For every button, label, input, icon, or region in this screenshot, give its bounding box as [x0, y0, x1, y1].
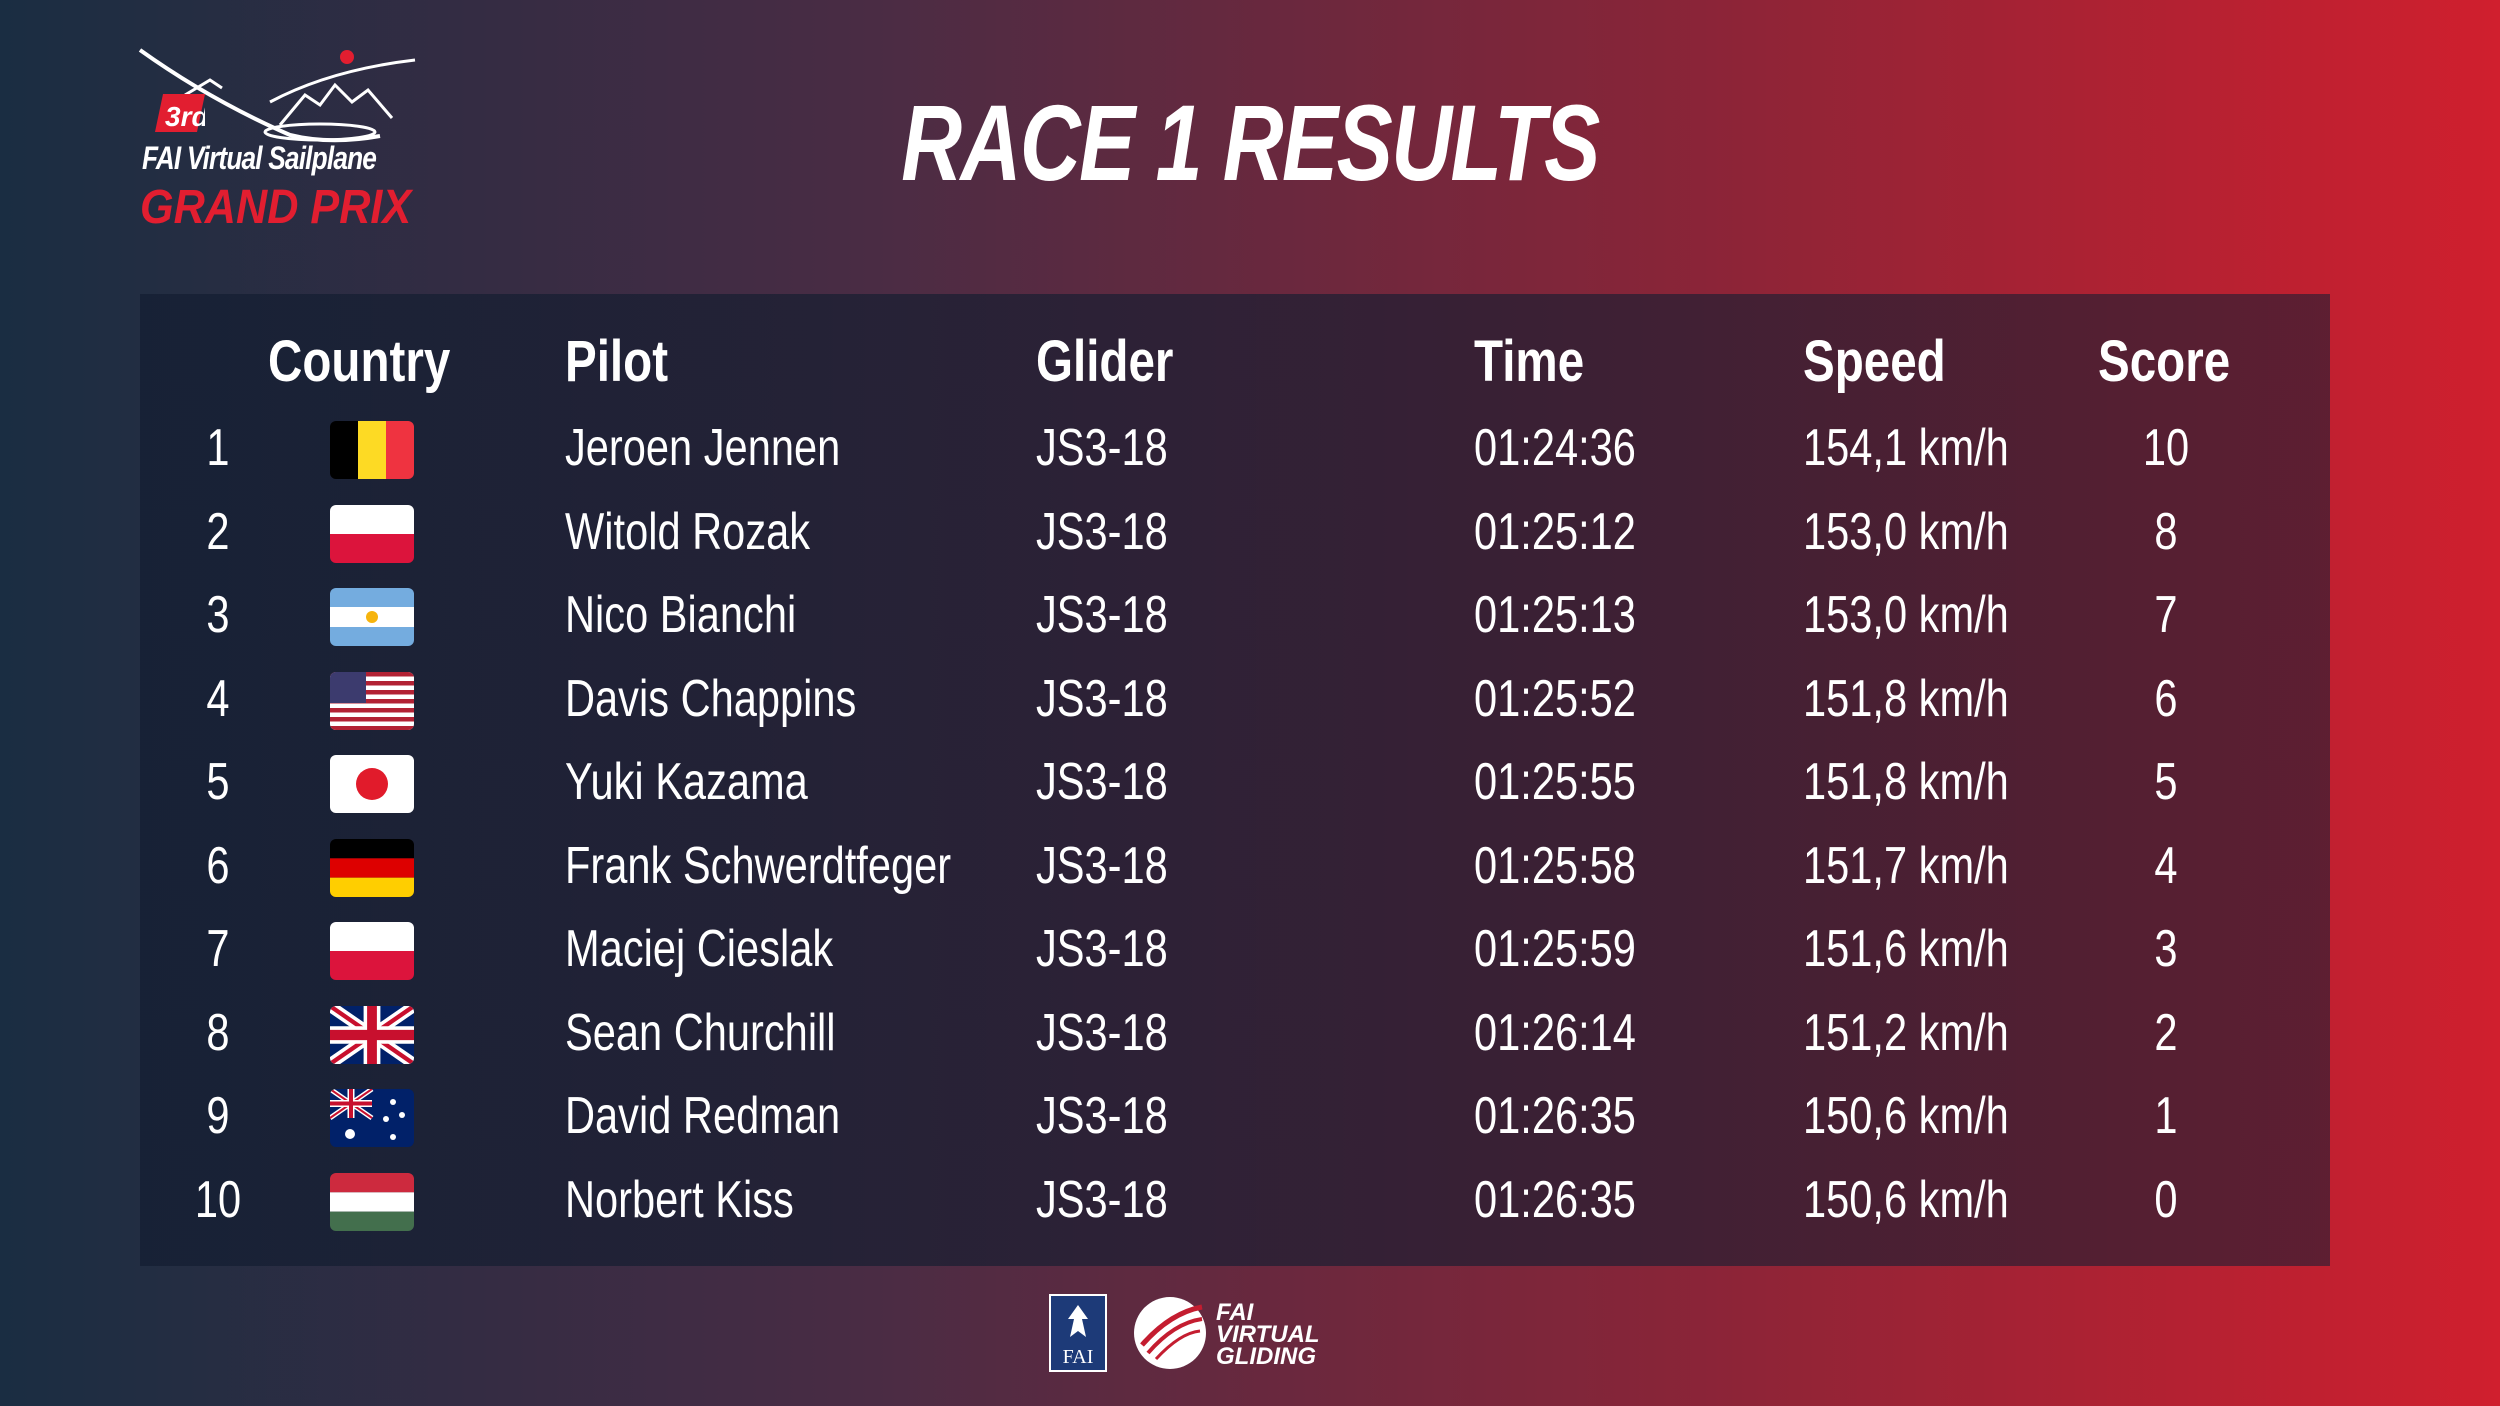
pilot-cell: Davis Chappins [565, 669, 857, 728]
pilot-cell: Frank Schwerdtfeger [565, 836, 952, 895]
glider-cell: JS3-18 [1036, 669, 1168, 728]
time-cell: 01:24:36 [1474, 419, 1636, 477]
japan-flag-icon [330, 755, 414, 813]
column-header-pilot: Pilot [565, 329, 669, 394]
fai-logo-icon: FAI [1049, 1294, 1107, 1372]
grand-prix-logo: 3rd FAI Virtual Sailplane GRAND PRIX [130, 40, 430, 240]
speed-cell: 151,6 km/h [1803, 920, 2009, 978]
column-header-time: Time [1474, 329, 1585, 394]
time-cell: 01:25:12 [1474, 502, 1636, 561]
table-row: 7 Maciej Cieslak JS3-18 01:25:59 151,6 km/h 3 [140, 909, 2330, 992]
table-row: 10 Norbert Kiss JS3-18 01:26:35 150,6 km/h 0 [140, 1160, 2330, 1243]
rank-cell: 7 [206, 920, 230, 978]
glider-cell: JS3-18 [1036, 920, 1168, 978]
time-cell: 01:25:13 [1474, 586, 1636, 644]
glider-mountain-icon [138, 48, 416, 143]
pilot-cell: Nico Bianchi [565, 586, 797, 644]
speed-cell: 151,8 km/h [1803, 669, 2009, 728]
time-cell: 01:26:35 [1474, 1087, 1636, 1145]
pilot-cell: Jeroen Jennen [565, 419, 841, 477]
glider-cell: JS3-18 [1036, 502, 1168, 561]
table-row: 3 Nico Bianchi JS3-18 01:25:13 153,0 km/h 7 [140, 575, 2330, 658]
rank-cell: 8 [206, 1003, 230, 1062]
pilot-cell: Yuki Kazama [565, 753, 808, 811]
pilot-cell: Norbert Kiss [565, 1170, 794, 1229]
speed-cell: 154,1 km/h [1803, 419, 2009, 477]
speed-cell: 151,7 km/h [1803, 836, 2009, 895]
poland-flag-icon [330, 504, 414, 563]
poland-flag-icon [330, 922, 414, 980]
third-edition-badge: 3rd [155, 94, 205, 132]
table-row: 6 Frank Schwerdtfeger JS3-18 01:25:58 151,7 … [140, 826, 2330, 909]
glider-cell: JS3-18 [1036, 586, 1168, 644]
score-cell: 8 [2154, 502, 2178, 561]
table-row: 5 Yuki Kazama JS3-18 01:25:55 151,8 km/h 5 [140, 742, 2330, 825]
rank-cell: 5 [206, 753, 230, 811]
table-row: 9 David Redman JS3-18 01:26:35 150,6 km/h 1 [140, 1076, 2330, 1159]
glider-cell: JS3-18 [1036, 836, 1168, 895]
table-row: 1 Jeroen Jennen JS3-18 01:24:36 154,1 km/h 10 [140, 408, 2330, 491]
speed-cell: 150,6 km/h [1803, 1170, 2009, 1229]
glider-cell: JS3-18 [1036, 419, 1168, 477]
glider-cell: JS3-18 [1036, 1170, 1168, 1229]
table-row: 4 Davis Chappins JS3-18 01:25:52 151,8 km/h 6 [140, 659, 2330, 742]
time-cell: 01:26:14 [1474, 1003, 1636, 1062]
speed-cell: 151,8 km/h [1803, 753, 2009, 811]
time-cell: 01:26:35 [1474, 1170, 1636, 1229]
score-cell: 7 [2154, 586, 2178, 644]
rank-cell: 9 [206, 1087, 230, 1145]
score-cell: 2 [2154, 1003, 2178, 1062]
pilot-cell: David Redman [565, 1087, 841, 1145]
column-header-score: Score [2098, 329, 2231, 394]
pilot-cell: Witold Rozak [565, 502, 811, 561]
virtual-gliding-logo-icon [1134, 1297, 1206, 1369]
page-title: RACE 1 RESULTS [901, 82, 1600, 203]
pilot-cell: Sean Churchill [565, 1003, 836, 1062]
svg-text:FAI: FAI [1063, 1346, 1094, 1368]
uk-flag-icon [330, 1005, 414, 1064]
pilot-cell: Maciej Cieslak [565, 920, 834, 978]
score-cell: 3 [2154, 920, 2178, 978]
argentina-flag-icon [330, 588, 414, 646]
rank-cell: 10 [194, 1170, 242, 1229]
speed-cell: 151,2 km/h [1803, 1003, 2009, 1062]
score-cell: 6 [2154, 669, 2178, 728]
speed-cell: 150,6 km/h [1803, 1087, 2009, 1145]
table-row: 8 Sean Churchill JS3-18 01:26:14 151,2 km/h 2 [140, 993, 2330, 1076]
usa-flag-icon [330, 671, 414, 730]
rank-cell: 6 [206, 836, 230, 895]
results-table: Country Pilot Glider Time Speed Score 1 J… [140, 294, 2330, 1266]
virtual-gliding-wordmark: FAI VIRTUAL GLIDING [1216, 1299, 1320, 1370]
score-cell: 1 [2154, 1087, 2178, 1145]
footer-logos: FAI FAI VIRTUAL GLIDING [1040, 1288, 1440, 1388]
time-cell: 01:25:59 [1474, 920, 1636, 978]
table-row: 2 Witold Rozak JS3-18 01:25:12 153,0 km/h 8 [140, 492, 2330, 575]
glider-cell: JS3-18 [1036, 753, 1168, 811]
time-cell: 01:25:55 [1474, 753, 1636, 811]
rank-cell: 1 [206, 419, 230, 477]
time-cell: 01:25:58 [1474, 836, 1636, 895]
score-cell: 4 [2154, 836, 2178, 895]
column-header-glider: Glider [1036, 329, 1174, 394]
column-header-speed: Speed [1803, 329, 1946, 394]
score-cell: 5 [2154, 753, 2178, 811]
hungary-flag-icon [330, 1172, 414, 1231]
svg-text:3rd: 3rd [165, 101, 205, 132]
speed-cell: 153,0 km/h [1803, 502, 2009, 561]
logo-title: FAI Virtual Sailplane [142, 140, 377, 176]
logo-subtitle: GRAND PRIX [140, 181, 412, 234]
time-cell: 01:25:52 [1474, 669, 1636, 728]
score-cell: 0 [2154, 1170, 2178, 1229]
rank-cell: 3 [206, 586, 230, 644]
rank-cell: 4 [206, 669, 230, 728]
column-header-country: Country [268, 329, 451, 394]
belgium-flag-icon [330, 421, 414, 479]
rank-cell: 2 [206, 502, 230, 561]
speed-cell: 153,0 km/h [1803, 586, 2009, 644]
glider-cell: JS3-18 [1036, 1003, 1168, 1062]
score-cell: 10 [2142, 419, 2190, 477]
australia-flag-icon [330, 1089, 414, 1147]
glider-cell: JS3-18 [1036, 1087, 1168, 1145]
germany-flag-icon [330, 838, 414, 897]
